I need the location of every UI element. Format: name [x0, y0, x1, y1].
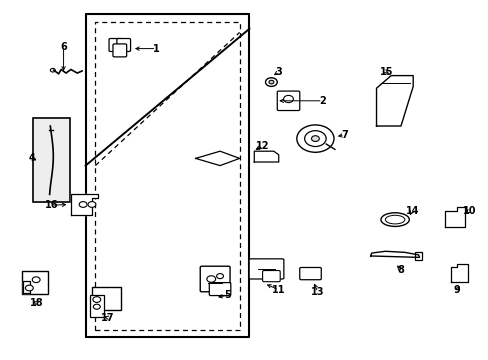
- Circle shape: [88, 202, 96, 207]
- FancyBboxPatch shape: [113, 44, 126, 57]
- Circle shape: [311, 136, 319, 141]
- Polygon shape: [254, 151, 278, 162]
- Text: 12: 12: [256, 141, 269, 151]
- Text: 16: 16: [44, 200, 58, 210]
- Circle shape: [268, 80, 273, 84]
- Circle shape: [304, 131, 325, 147]
- Text: 1: 1: [153, 44, 160, 54]
- Circle shape: [32, 277, 40, 283]
- FancyBboxPatch shape: [414, 252, 422, 260]
- Text: 10: 10: [462, 206, 475, 216]
- Text: 17: 17: [101, 312, 114, 323]
- Text: 3: 3: [275, 67, 282, 77]
- Circle shape: [296, 125, 333, 152]
- Text: 15: 15: [379, 67, 392, 77]
- Text: 5: 5: [224, 290, 230, 300]
- FancyBboxPatch shape: [22, 271, 48, 294]
- Circle shape: [216, 274, 223, 279]
- FancyBboxPatch shape: [109, 39, 122, 51]
- Circle shape: [50, 68, 55, 72]
- Polygon shape: [444, 207, 464, 227]
- Text: 13: 13: [310, 287, 324, 297]
- Text: 6: 6: [60, 42, 67, 52]
- FancyBboxPatch shape: [262, 271, 280, 282]
- FancyBboxPatch shape: [117, 39, 130, 51]
- Text: 18: 18: [30, 298, 43, 308]
- Circle shape: [93, 297, 101, 302]
- FancyBboxPatch shape: [200, 266, 229, 292]
- FancyBboxPatch shape: [209, 283, 230, 296]
- FancyBboxPatch shape: [33, 118, 70, 202]
- Circle shape: [206, 276, 215, 282]
- Circle shape: [79, 202, 87, 207]
- Ellipse shape: [385, 215, 404, 224]
- FancyBboxPatch shape: [89, 295, 103, 317]
- Circle shape: [25, 285, 33, 291]
- Text: 2: 2: [319, 96, 325, 106]
- Polygon shape: [376, 76, 412, 126]
- Ellipse shape: [380, 213, 408, 226]
- Text: 11: 11: [271, 285, 285, 295]
- Polygon shape: [71, 194, 98, 215]
- FancyBboxPatch shape: [249, 259, 283, 279]
- Text: 8: 8: [397, 265, 404, 275]
- Circle shape: [265, 78, 277, 86]
- Polygon shape: [370, 251, 419, 257]
- FancyBboxPatch shape: [92, 287, 121, 310]
- Polygon shape: [23, 281, 30, 293]
- FancyBboxPatch shape: [299, 267, 321, 280]
- FancyBboxPatch shape: [277, 91, 299, 111]
- Circle shape: [93, 304, 100, 309]
- Text: 7: 7: [341, 130, 347, 140]
- Text: 14: 14: [405, 206, 418, 216]
- Text: 9: 9: [453, 285, 460, 295]
- Circle shape: [283, 95, 293, 103]
- Polygon shape: [450, 264, 468, 282]
- Text: 4: 4: [28, 153, 35, 163]
